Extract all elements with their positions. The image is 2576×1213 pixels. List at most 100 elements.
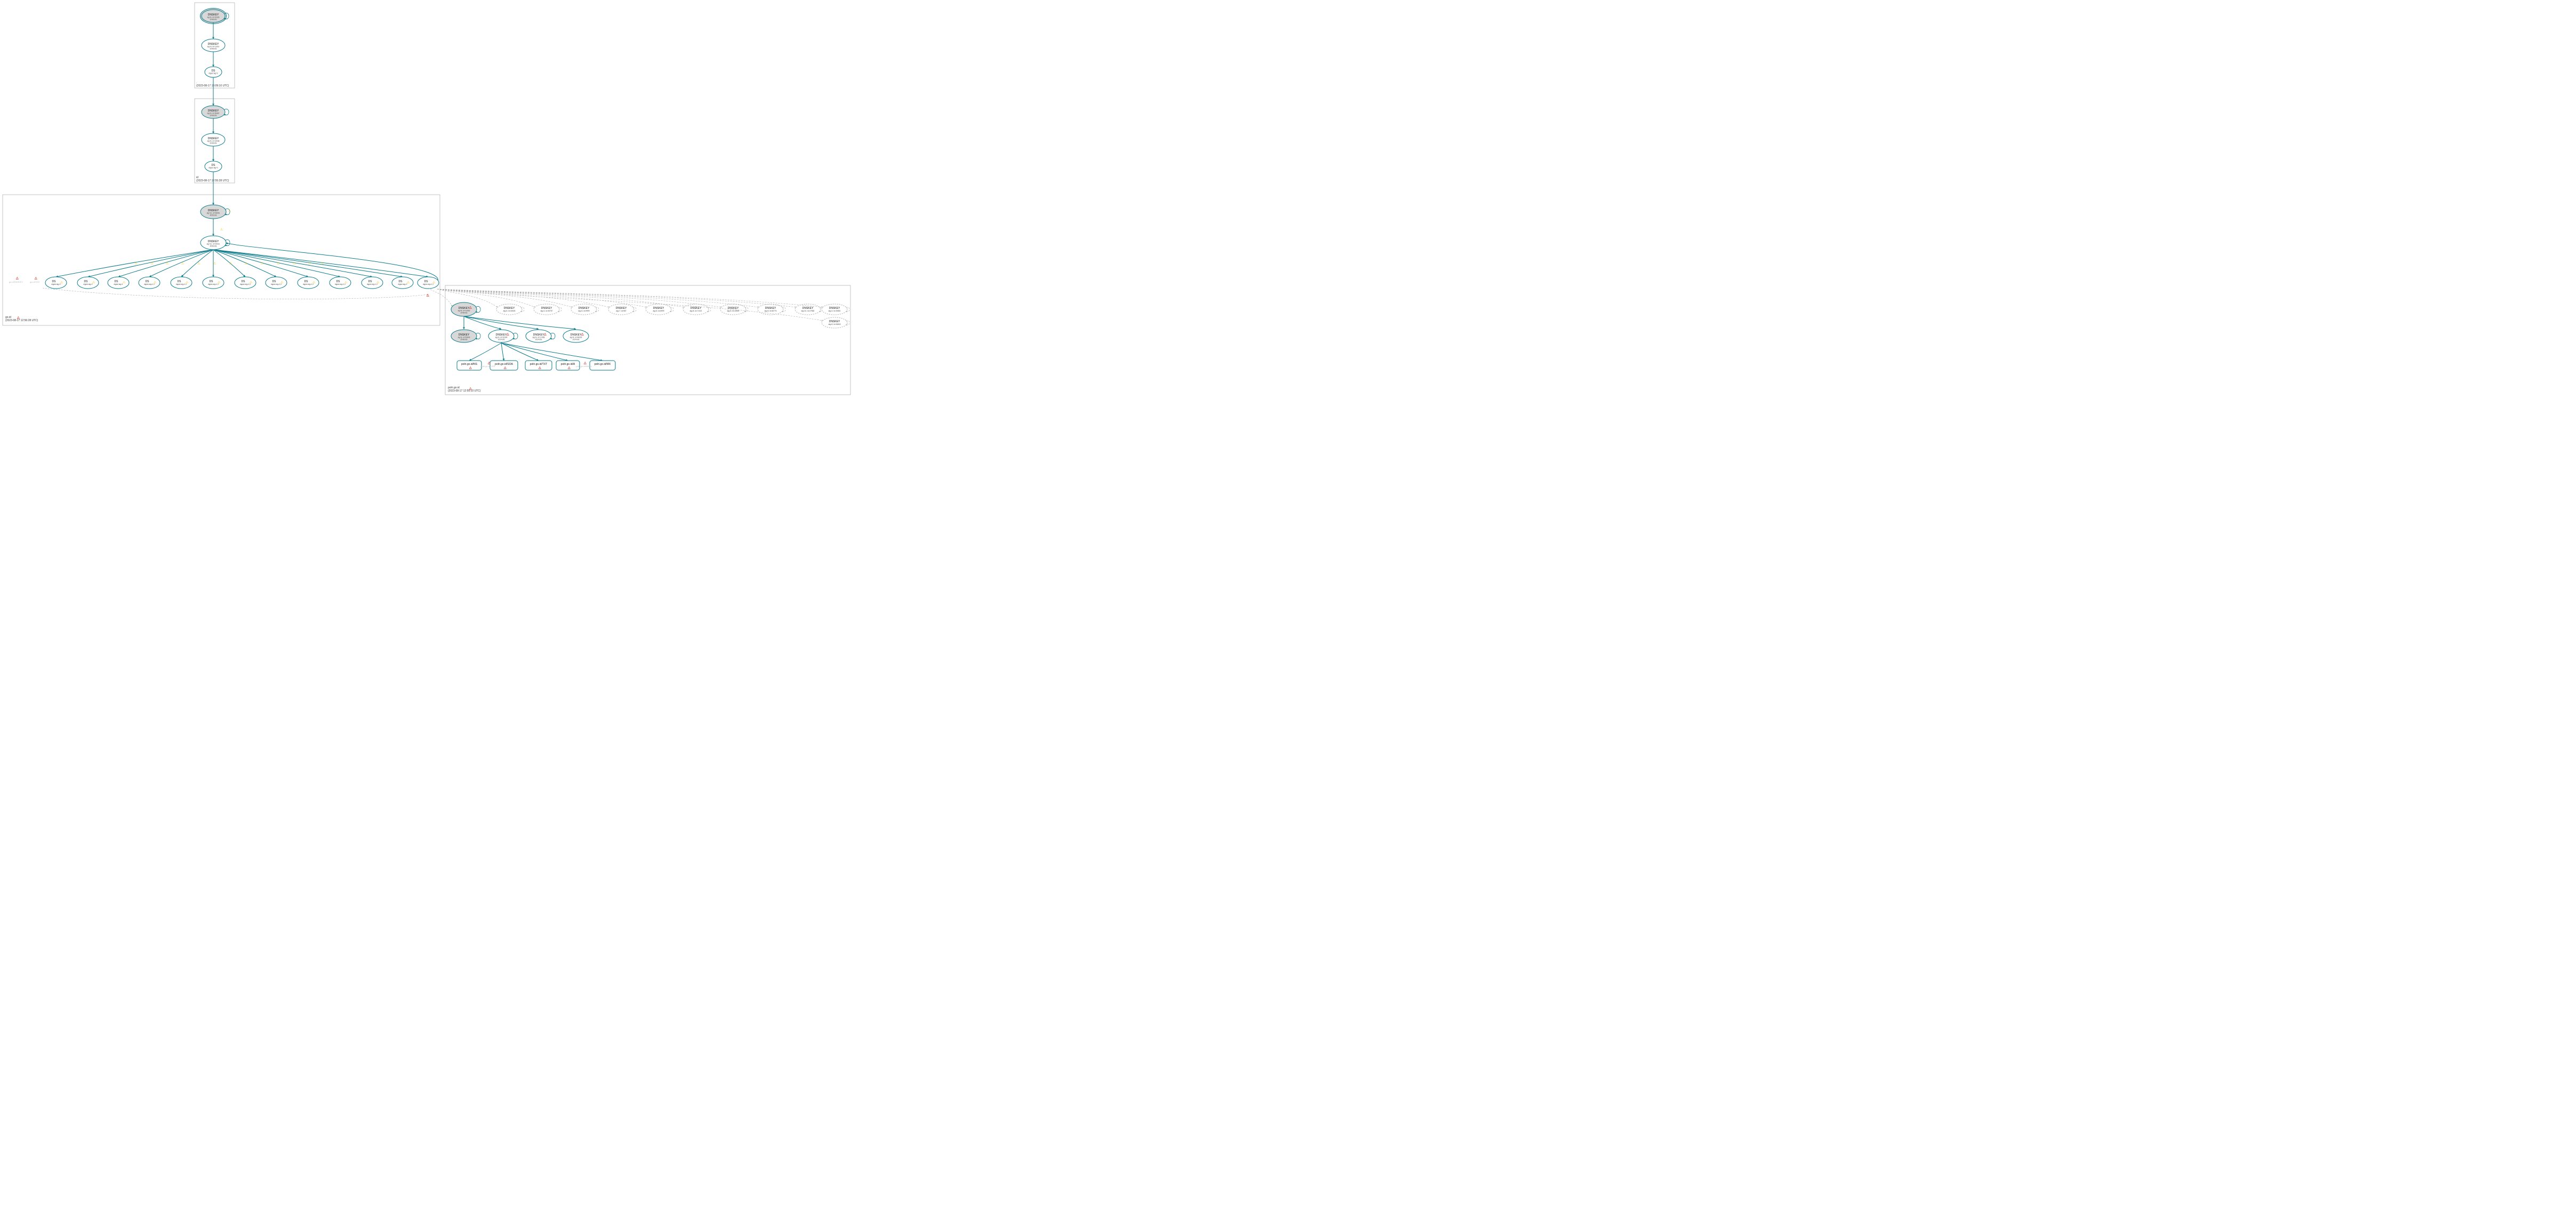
svg-text:⚠: ⚠	[213, 262, 216, 266]
svg-text:alg=3, id=20851: alg=3, id=20851	[829, 310, 841, 312]
svg-text:(2023-08-17 12:55:10 UTC): (2023-08-17 12:55:10 UTC)	[448, 389, 481, 393]
dashed-dnskey: DNSKEYalg=5, id=9999	[571, 304, 599, 315]
svg-text:(2023-08-17 12:55:28 UTC): (2023-08-17 12:55:28 UTC)	[196, 179, 229, 182]
svg-text:2048 bits: 2048 bits	[210, 19, 217, 21]
ds-node: DSdigest alg=2⚠	[77, 277, 99, 289]
svg-text:⚠: ⚠	[228, 209, 231, 213]
svg-text:2048 bits: 2048 bits	[461, 312, 468, 314]
svg-text:digest alg=2: digest alg=2	[398, 283, 407, 285]
svg-text:2048 bits: 2048 bits	[210, 142, 217, 145]
svg-text:⚠: ⚠	[151, 262, 154, 266]
svg-text:alg=5, id=22802: alg=5, id=22802	[727, 310, 740, 312]
svg-text:⚠: ⚠	[197, 262, 200, 266]
ds-node: DSdigest alg=2⚠	[392, 277, 413, 289]
svg-text:alg=10, id=27582: alg=10, id=27582	[801, 310, 815, 312]
svg-text:⚠: ⚠	[432, 281, 436, 284]
svg-text:⚠: ⚠	[321, 262, 324, 266]
node: DSdigest alg=2	[205, 161, 222, 172]
svg-text:⚠: ⚠	[123, 281, 126, 284]
svg-text:△: △	[17, 316, 20, 320]
node: DNSKEYalg=8, id=483391024 bits△	[563, 330, 589, 342]
rr-node: polri.go.id/MX	[590, 361, 615, 370]
svg-text:△: △	[583, 361, 587, 365]
svg-text:polri.go.id/A: polri.go.id/A	[561, 363, 575, 366]
svg-text:△: △	[503, 366, 507, 370]
svg-text:⚠: ⚠	[344, 281, 348, 284]
svg-text:alg=5, id=9999: alg=5, id=9999	[578, 310, 589, 312]
svg-text:alg=5, id=54526: alg=5, id=54526	[503, 310, 516, 312]
svg-text:alg=3, id=30757: alg=3, id=30757	[541, 310, 553, 312]
svg-text:polri.go.id/SOA: polri.go.id/SOA	[495, 363, 513, 366]
svg-text:△: △	[426, 293, 429, 297]
dashed-dnskey: DNSKEYalg=8, id=54618	[822, 317, 849, 328]
svg-text:⚠: ⚠	[376, 281, 380, 284]
svg-text:⚠: ⚠	[280, 281, 284, 284]
svg-text:2048 bits: 2048 bits	[461, 339, 468, 341]
node: DNSKEYalg=8, id=315632048 bits△	[451, 302, 480, 316]
svg-text:⚠: ⚠	[218, 281, 221, 284]
node: DNSKEYalg=8, id=110192048 bits	[202, 39, 225, 52]
svg-text:polri.go.id/CDS: polri.go.id/CDS	[481, 365, 495, 368]
svg-text:alg=8, id=82776: alg=8, id=82776	[765, 310, 777, 312]
svg-text:digest alg=2: digest alg=2	[208, 167, 218, 169]
svg-text:4096 bits: 4096 bits	[210, 245, 217, 248]
svg-text:alg=8, id=54618: alg=8, id=54618	[829, 323, 841, 325]
node: DNSKEYalg=10, id=480514096 bits	[200, 205, 230, 219]
node: DNSKEYalg=8, id=203262048 bits	[200, 9, 229, 24]
svg-text:△: △	[487, 361, 491, 365]
svg-text:polri.go.id/NS: polri.go.id/NS	[461, 363, 478, 366]
svg-text:△: △	[469, 366, 472, 370]
ds-node: DSdigest alg=1,2⚠	[203, 277, 224, 289]
svg-text:4096 bits: 4096 bits	[210, 214, 217, 217]
svg-text:⚠: ⚠	[181, 262, 184, 266]
svg-text:⚠: ⚠	[308, 262, 311, 266]
svg-text:go.id/DNSKEY: go.id/DNSKEY	[9, 281, 23, 283]
svg-text:2048 bits: 2048 bits	[210, 115, 217, 117]
node: DNSKEYalg=8, id=284872048 bits	[202, 106, 229, 118]
dashed-dnskey: DNSKEYalg=3, id=20851	[822, 304, 849, 315]
svg-text:1024 bits: 1024 bits	[498, 339, 505, 341]
svg-text:digest alg=2: digest alg=2	[83, 283, 93, 285]
ds-node: DSdigest alg=1,2⚠	[298, 277, 319, 289]
node: DSdigest alg=2	[205, 67, 222, 77]
svg-text:⚠: ⚠	[60, 281, 63, 284]
svg-text:1024 bits: 1024 bits	[535, 339, 542, 341]
dashed-dnskey: DNSKEYalg=8, id=71321	[683, 304, 711, 315]
svg-text:1024 bits: 1024 bits	[573, 339, 580, 341]
svg-text:(2023-08-17 12:56:28 UTC): (2023-08-17 12:56:28 UTC)	[5, 319, 38, 322]
ds-node: DSdigest alg=2⚠	[45, 277, 67, 289]
svg-text:⚠: ⚠	[92, 281, 95, 284]
svg-text:(2023-08-17 13:09:10 UTC): (2023-08-17 13:09:10 UTC)	[196, 84, 229, 87]
node: DNSKEYalg=8, id=323041024 bits△	[488, 330, 518, 342]
svg-text:⚠: ⚠	[154, 281, 157, 284]
dnssec-diagram: .(2023-08-17 13:09:10 UTC)DNSKEYalg=8, i…	[0, 0, 853, 405]
svg-text:2048 bits: 2048 bits	[210, 48, 217, 50]
ds-node: DSdigest alg=1,2⚠	[330, 277, 351, 289]
svg-text:digest alg=1: digest alg=1	[114, 283, 123, 285]
svg-text:⚠: ⚠	[245, 262, 248, 266]
svg-text:digest alg=2: digest alg=2	[208, 73, 218, 75]
ds-node: DSdigest alg=1,2⚠	[266, 277, 287, 289]
svg-text:polri.go.id/MX: polri.go.id/MX	[595, 363, 611, 366]
svg-text:△: △	[34, 276, 37, 280]
svg-text:alg=5, id=5999: alg=5, id=5999	[653, 310, 664, 312]
dashed-dnskey: DNSKEYalg=7, id=987	[608, 304, 636, 315]
svg-text:alg=7, id=987: alg=7, id=987	[616, 310, 627, 312]
dashed-dnskey: DNSKEYalg=10, id=27582	[795, 304, 823, 315]
ds-node: DSdigest alg=1,2⚠	[235, 277, 256, 289]
svg-text:⚠: ⚠	[312, 281, 316, 284]
svg-text:polri.go.id/AAAA: polri.go.id/AAAA	[576, 365, 591, 368]
node: DNSKEYalg=8, id=226482048 bits	[202, 133, 225, 146]
rr-node: polri.go.id/NS△	[457, 361, 482, 370]
svg-text:⚠: ⚠	[277, 262, 280, 266]
svg-text:△: △	[469, 306, 472, 309]
dashed-dnskey: DNSKEYalg=5, id=54526	[496, 304, 524, 315]
svg-text:△: △	[469, 387, 472, 390]
dashed-dnskey: DNSKEYalg=3, id=30757	[534, 304, 561, 315]
svg-text:⚠: ⚠	[166, 262, 169, 266]
svg-text:⚠: ⚠	[229, 262, 232, 266]
ds-node: DSdigest alg=1,2⚠	[171, 277, 192, 289]
svg-text:△: △	[581, 332, 584, 336]
ds-node: DSdigest alg=1,2⚠	[418, 277, 439, 289]
svg-text:go.id/CDS: go.id/CDS	[30, 281, 40, 283]
